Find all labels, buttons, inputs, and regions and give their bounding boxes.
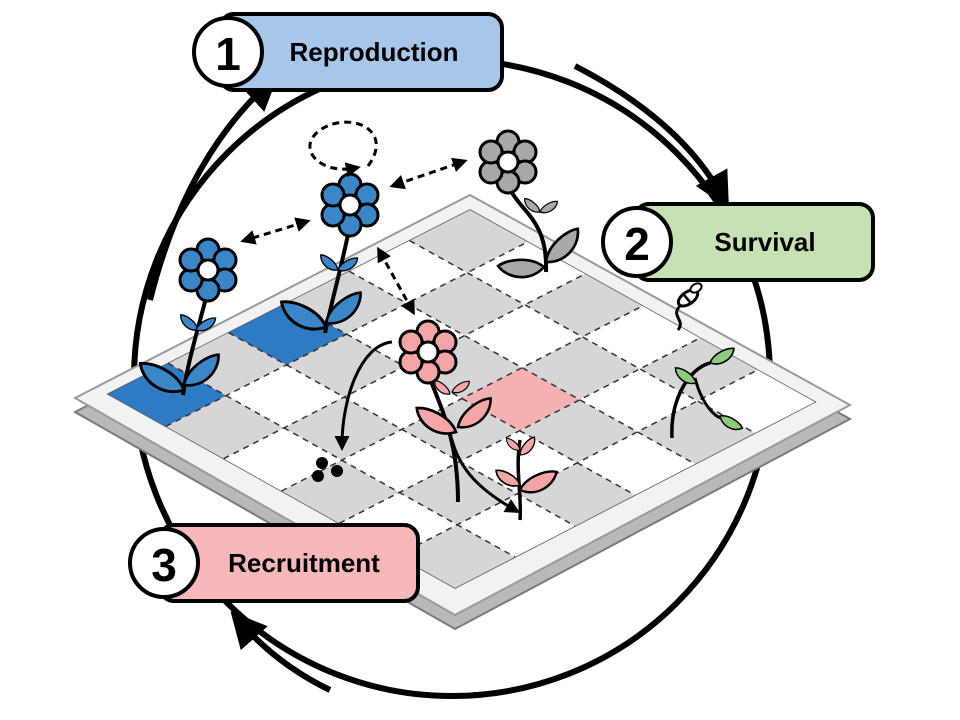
stage-label: Recruitment xyxy=(228,548,380,578)
stage-recruitment: 3 Recruitment xyxy=(128,523,420,603)
pink-seedling xyxy=(491,435,562,521)
stage-number: 2 xyxy=(624,218,650,270)
stage-reproduction: 1 Reproduction xyxy=(192,12,504,92)
gray-plant xyxy=(478,129,588,283)
green-seedling xyxy=(670,345,745,439)
stage-number-circle xyxy=(192,16,264,88)
grid-line xyxy=(281,305,643,492)
stage-number: 3 xyxy=(151,539,177,591)
stage-number-circle xyxy=(128,527,200,599)
dispersal-arrows xyxy=(240,157,521,513)
stage-number-circle xyxy=(601,206,673,278)
stage-survival: 2 Survival xyxy=(601,202,875,282)
bee-icon xyxy=(675,282,703,331)
stage-number: 1 xyxy=(215,28,241,80)
blue-plant-left xyxy=(133,237,238,399)
seeds-icon xyxy=(312,457,343,482)
stage-label: Survival xyxy=(714,227,815,257)
self-loop-arrow-icon xyxy=(308,120,378,178)
blue-plant-center xyxy=(274,172,380,336)
stage-label: Reproduction xyxy=(290,37,459,67)
pink-plant xyxy=(398,319,500,503)
grid-line xyxy=(396,369,758,557)
grid-line xyxy=(338,337,701,525)
